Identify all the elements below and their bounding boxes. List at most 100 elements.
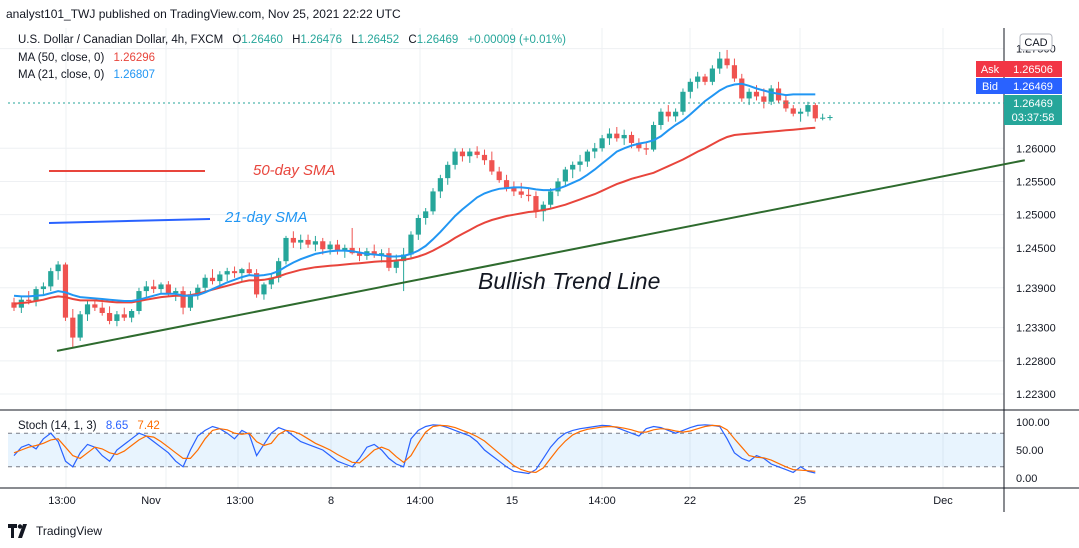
candles [11, 49, 833, 348]
trend-line [56, 159, 1026, 352]
candle-body [55, 264, 61, 272]
time-tick-label: 25 [794, 495, 806, 507]
candle-body [40, 286, 47, 290]
stoch-axis-ticks: 100.00 50.00 0.00 [1016, 417, 1050, 485]
candle-body [99, 307, 105, 313]
candle-body [599, 138, 605, 149]
stoch-d-value: 7.42 [137, 420, 160, 432]
candle-body [452, 151, 458, 165]
ma21-legend[interactable]: MA (21, close, 0) 1.26807 [18, 69, 155, 81]
candle-body [731, 65, 738, 79]
price-tick-label: 1.25000 [1016, 210, 1056, 222]
candle-body [768, 88, 774, 102]
candle-body [62, 264, 69, 318]
candle-body [628, 134, 635, 143]
candle-body [173, 291, 179, 294]
grid [0, 28, 1004, 488]
chart-svg[interactable]: 50-day SMA 21-day SMA Bullish Trend Line… [0, 28, 1079, 512]
candle-body [158, 284, 164, 290]
high-label: H [292, 34, 301, 46]
candle-body [187, 294, 194, 308]
time-tick-label: 15 [506, 495, 518, 507]
candle-body [680, 91, 686, 112]
sma21-legend-line [48, 218, 211, 224]
candle-body [533, 196, 539, 212]
candle-body [805, 105, 811, 112]
candle-body [650, 125, 657, 150]
sma50-annotation: 50-day SMA [253, 162, 336, 179]
candle-body [489, 160, 495, 172]
tradingview-footer: TradingView [8, 520, 102, 542]
sma21-annotation: 21-day SMA [224, 209, 308, 226]
candle-body [209, 277, 216, 282]
bid-label: Bid [982, 81, 998, 93]
price-tick-label: 1.25500 [1016, 176, 1056, 188]
bar-countdown: 03:37:58 [1012, 112, 1055, 124]
candle-body [77, 314, 83, 338]
ma50-value: 1.26296 [113, 52, 156, 64]
candle-body [525, 194, 532, 197]
last-price-tag: 1.26469 03:37:58 [1004, 95, 1062, 125]
candle-body [320, 241, 326, 250]
candle-body [180, 291, 186, 308]
candle-body [606, 133, 613, 139]
bid-tag: Bid 1.26469 [976, 78, 1062, 94]
candle-body [665, 111, 671, 117]
ma50-line [13, 126, 816, 305]
price-tick-label: 1.23300 [1016, 323, 1056, 335]
candle-body [371, 251, 377, 255]
candle-body [570, 164, 576, 170]
candle-body [592, 148, 598, 152]
candle-body [408, 234, 414, 255]
currency-badge: CAD [1019, 33, 1053, 51]
time-tick-label: 8 [328, 495, 334, 507]
candle-body [584, 151, 591, 162]
chart-area[interactable]: 50-day SMA 21-day SMA Bullish Trend Line… [0, 28, 1079, 512]
candle-body [827, 117, 833, 119]
ma21-line [13, 82, 816, 302]
close-label: C [408, 34, 417, 46]
candle-body [253, 273, 260, 295]
time-tick-label: 14:00 [588, 495, 616, 507]
ma50-label: MA (50, close, 0) [18, 52, 105, 64]
candle-body [393, 261, 399, 268]
price-tick-label: 1.22800 [1016, 356, 1056, 368]
time-tick-label: 13:00 [48, 495, 76, 507]
candle-body [797, 111, 804, 114]
candle-body [151, 286, 157, 290]
low-value: 1.26452 [357, 34, 400, 46]
stoch-d-line [13, 424, 816, 474]
candle-body [548, 191, 554, 205]
candle-body [276, 261, 282, 278]
currency-label: CAD [1024, 37, 1047, 49]
stoch-tick-label: 50.00 [1016, 445, 1044, 457]
stoch-legend[interactable]: Stoch (14, 1, 3) 8.65 7.42 [18, 420, 160, 432]
time-tick-label: 14:00 [406, 495, 434, 507]
time-tick-label: 22 [684, 495, 696, 507]
candle-body [695, 76, 701, 82]
trendline-annotation: Bullish Trend Line [478, 268, 660, 294]
candle-body [724, 58, 730, 66]
candle-body [474, 151, 480, 155]
candle-body [658, 111, 664, 125]
last-price-value: 1.26469 [1013, 98, 1053, 110]
ask-value: 1.26506 [1013, 64, 1053, 76]
stoch-label: Stoch (14, 1, 3) [18, 420, 97, 432]
candle-body [430, 191, 436, 212]
candle-body [70, 317, 76, 338]
candle-body [342, 247, 348, 252]
candle-body [92, 304, 98, 308]
candle-body [437, 178, 443, 192]
candle-body [540, 204, 546, 212]
candle-body [562, 169, 568, 182]
candle-body [496, 171, 502, 181]
candle-body [739, 78, 745, 99]
ma50-legend[interactable]: MA (50, close, 0) 1.26296 [18, 52, 155, 64]
candle-body [11, 302, 17, 308]
candle-body [202, 277, 208, 288]
time-tick-label: 13:00 [226, 495, 254, 507]
candle-body [327, 244, 333, 250]
candle-body [26, 299, 32, 302]
candle-body [246, 269, 252, 274]
price-tick-label: 1.26000 [1016, 143, 1056, 155]
